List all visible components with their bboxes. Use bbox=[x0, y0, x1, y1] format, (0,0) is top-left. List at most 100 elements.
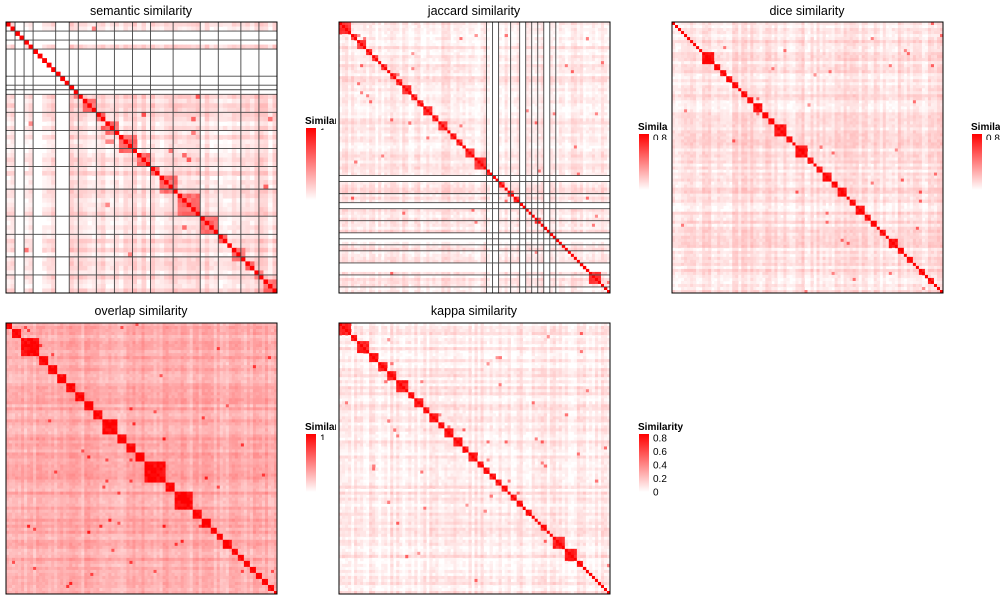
heatmap-cell bbox=[354, 25, 357, 28]
heatmap-cell bbox=[178, 117, 183, 122]
heatmap-cell bbox=[160, 148, 165, 153]
heatmap-cell bbox=[447, 31, 450, 34]
heatmap-cell bbox=[268, 112, 273, 117]
heatmap-cell bbox=[96, 207, 101, 212]
heatmap-cell bbox=[227, 112, 232, 117]
heatmap-cell bbox=[259, 203, 264, 208]
heatmap-cell bbox=[268, 117, 273, 122]
heatmap-cell bbox=[393, 25, 396, 28]
heatmap-cell bbox=[511, 25, 514, 28]
heatmap-cell bbox=[241, 180, 246, 185]
heatmap-cell bbox=[33, 49, 38, 54]
heatmap-cell bbox=[87, 243, 92, 248]
heatmap-cell bbox=[187, 198, 192, 203]
heatmap-cell bbox=[155, 239, 160, 244]
heatmap-cell bbox=[132, 139, 137, 144]
heatmap-cell bbox=[151, 257, 156, 262]
heatmap-cell bbox=[173, 261, 178, 266]
heatmap-cell bbox=[241, 243, 246, 248]
heatmap-cell bbox=[87, 158, 92, 163]
heatmap-cell bbox=[250, 135, 255, 140]
heatmap-cell bbox=[24, 117, 29, 122]
heatmap-cell bbox=[559, 28, 562, 31]
heatmap-cell bbox=[96, 148, 101, 153]
heatmap-cell bbox=[119, 275, 124, 280]
heatmap-cell bbox=[205, 135, 210, 140]
heatmap-cell bbox=[191, 234, 196, 239]
heatmap-cell bbox=[357, 43, 360, 46]
heatmap-cell bbox=[137, 112, 142, 117]
heatmap-cell bbox=[435, 37, 438, 40]
heatmap-cell bbox=[339, 22, 342, 25]
heatmap-cell bbox=[42, 275, 47, 280]
heatmap-cell bbox=[354, 34, 357, 37]
heatmap-cell bbox=[595, 28, 598, 31]
heatmap-cell bbox=[348, 31, 351, 34]
heatmap-cell bbox=[187, 167, 192, 172]
heatmap-cell bbox=[444, 31, 447, 34]
heatmap-cell bbox=[369, 28, 372, 31]
heatmap-cell bbox=[96, 112, 101, 117]
heatmap-cell bbox=[227, 167, 232, 172]
heatmap-cell bbox=[250, 194, 255, 199]
heatmap-cell bbox=[232, 153, 237, 158]
heatmap-cell bbox=[114, 167, 119, 172]
heatmap-cell bbox=[200, 99, 205, 104]
heatmap-cell bbox=[568, 25, 571, 28]
heatmap-cell bbox=[173, 284, 178, 289]
heatmap-cell bbox=[241, 239, 246, 244]
heatmap-cell bbox=[205, 189, 210, 194]
heatmap-cell bbox=[42, 248, 47, 253]
heatmap-cell bbox=[259, 216, 264, 221]
heatmap-cell bbox=[132, 239, 137, 244]
heatmap-cell bbox=[481, 25, 484, 28]
heatmap-cell bbox=[178, 130, 183, 135]
heatmap-cell bbox=[462, 28, 465, 31]
heatmap-cell bbox=[87, 203, 92, 208]
heatmap-cell bbox=[101, 130, 106, 135]
heatmap-cell bbox=[245, 22, 250, 27]
heatmap-cell bbox=[123, 248, 128, 253]
heatmap-cell bbox=[209, 279, 214, 284]
heatmap-cell bbox=[205, 248, 210, 253]
heatmap-cell bbox=[151, 261, 156, 266]
heatmap-cell bbox=[471, 25, 474, 28]
heatmap-cell bbox=[550, 22, 553, 25]
heatmap-cell bbox=[263, 94, 268, 99]
heatmap-cell bbox=[223, 189, 228, 194]
heatmap-cell bbox=[562, 37, 565, 40]
heatmap-cell bbox=[241, 284, 246, 289]
panel-title-semantic: semantic similarity bbox=[90, 4, 193, 18]
heatmap-cell bbox=[227, 117, 232, 122]
heatmap-cell bbox=[96, 243, 101, 248]
heatmap-cell bbox=[378, 25, 381, 28]
heatmap-cell bbox=[218, 216, 223, 221]
heatmap-cell bbox=[42, 257, 47, 262]
heatmap-cell bbox=[6, 216, 11, 221]
heatmap-cell bbox=[151, 112, 156, 117]
heatmap-cell bbox=[598, 25, 601, 28]
heatmap-cell bbox=[223, 248, 228, 253]
heatmap-cell bbox=[205, 239, 210, 244]
heatmap-cell bbox=[598, 28, 601, 31]
heatmap-cell bbox=[396, 22, 399, 25]
heatmap-cell bbox=[218, 194, 223, 199]
heatmap-cell bbox=[250, 234, 255, 239]
heatmap-cell bbox=[205, 158, 210, 163]
heatmap-cell bbox=[538, 37, 541, 40]
heatmap-cell bbox=[250, 207, 255, 212]
heatmap-cell bbox=[173, 158, 178, 163]
heatmap-cell bbox=[6, 171, 11, 176]
heatmap-cell bbox=[487, 37, 490, 40]
heatmap-cell bbox=[218, 266, 223, 271]
heatmap-cell bbox=[114, 257, 119, 262]
heatmap-cell bbox=[580, 31, 583, 34]
heatmap-cell bbox=[114, 243, 119, 248]
heatmap-cell bbox=[263, 257, 268, 262]
heatmap-cell bbox=[132, 158, 137, 163]
heatmap-cell bbox=[414, 34, 417, 37]
heatmap-cell bbox=[6, 130, 11, 135]
heatmap-cell bbox=[142, 135, 147, 140]
heatmap-cell bbox=[137, 225, 142, 230]
heatmap-cell bbox=[47, 148, 52, 153]
